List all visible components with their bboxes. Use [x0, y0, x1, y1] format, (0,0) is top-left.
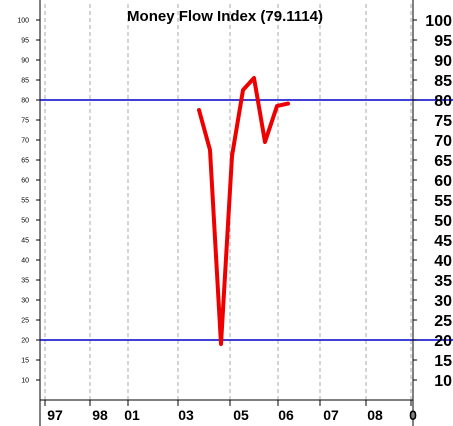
left-y-tick-75: 75 [21, 118, 29, 125]
x-tick-labels: 97 98 01 03 05 06 07 08 0 [47, 407, 417, 423]
right-y-tick-60: 60 [434, 173, 452, 190]
data-point-5 [252, 76, 256, 80]
right-y-tick-40: 40 [434, 253, 452, 270]
data-point-3 [230, 154, 234, 158]
chart-title: Money Flow Index (79.1114) [127, 8, 323, 25]
left-y-tick-50: 50 [21, 218, 29, 225]
right-y-tick-25: 25 [434, 313, 452, 330]
left-y-tick-100: 100 [17, 18, 29, 25]
right-y-tick-70: 70 [434, 133, 452, 150]
left-y-tick-25: 25 [21, 318, 29, 325]
right-y-tick-85: 85 [434, 73, 452, 90]
series-layer [197, 76, 290, 346]
left-y-tick-35: 35 [21, 278, 29, 285]
left-y-tick-65: 65 [21, 158, 29, 165]
left-y-tick-labels: 10 15 20 25 30 35 40 45 50 55 60 65 70 75 80 85 90 95 100 [17, 18, 40, 385]
x-tick-8: 0 [409, 407, 417, 423]
x-tick-4: 05 [233, 407, 249, 423]
right-y-tick-80: 80 [434, 93, 452, 110]
left-y-tick-40: 40 [21, 258, 29, 265]
right-y-tick-45: 45 [434, 233, 452, 250]
x-tick-2: 01 [124, 407, 140, 423]
x-tick-5: 06 [278, 407, 294, 423]
right-y-tick-15: 15 [434, 353, 452, 370]
left-y-tick-30: 30 [21, 298, 29, 305]
data-point-1 [208, 148, 212, 152]
left-y-tick-60: 60 [21, 178, 29, 185]
data-point-0 [197, 108, 201, 112]
right-y-tick-35: 35 [434, 273, 452, 290]
right-y-tick-75: 75 [434, 113, 452, 130]
right-y-tick-95: 95 [434, 33, 452, 50]
right-y-tick-100: 100 [425, 13, 452, 30]
left-y-tick-95: 95 [21, 38, 29, 45]
x-tick-3: 03 [178, 407, 194, 423]
left-y-tick-55: 55 [21, 198, 29, 205]
right-y-tick-20: 20 [434, 333, 452, 350]
x-tick-7: 08 [367, 407, 383, 423]
x-tick-1: 98 [92, 407, 108, 423]
left-y-tick-80: 80 [21, 98, 29, 105]
reference-lines [40, 99, 453, 341]
data-point-4 [241, 88, 245, 92]
plot-frame [39, 0, 414, 426]
left-y-tick-90: 90 [21, 58, 29, 65]
left-y-tick-10: 10 [21, 378, 29, 385]
left-y-tick-85: 85 [21, 78, 29, 85]
right-y-tick-55: 55 [434, 193, 452, 210]
data-point-7 [275, 104, 279, 108]
x-tick-6: 07 [323, 407, 339, 423]
right-y-tick-labels: 10 15 20 25 30 35 40 45 50 55 60 65 70 75 80 85 90 95 100 [413, 13, 452, 390]
left-y-tick-70: 70 [21, 138, 29, 145]
left-y-tick-15: 15 [21, 358, 29, 365]
right-y-tick-65: 65 [434, 153, 452, 170]
left-y-tick-45: 45 [21, 238, 29, 245]
data-point-2 [219, 342, 223, 346]
left-y-tick-20: 20 [21, 338, 29, 345]
right-y-tick-30: 30 [434, 293, 452, 310]
data-point-6 [263, 140, 267, 144]
right-y-tick-50: 50 [434, 213, 452, 230]
data-point-8 [286, 102, 290, 106]
right-y-tick-10: 10 [434, 373, 452, 390]
right-y-tick-90: 90 [434, 53, 452, 70]
x-tick-0: 97 [47, 407, 63, 423]
